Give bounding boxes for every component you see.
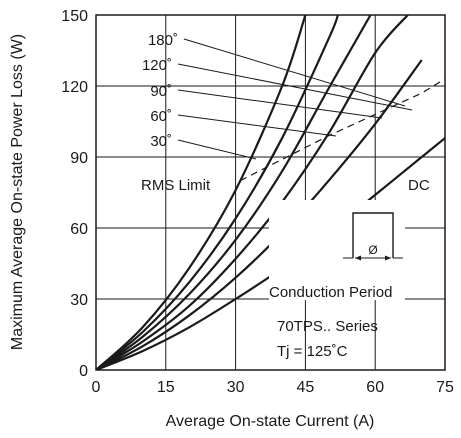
- angle-label-30deg: 30˚: [150, 133, 172, 150]
- dc-label: DC: [408, 177, 430, 194]
- series-60deg: [96, 15, 409, 370]
- x-axis-title: Average On-state Current (A): [166, 413, 375, 430]
- y-tick-label: 120: [61, 79, 88, 96]
- series-180deg: [96, 15, 307, 370]
- series-rms-limit: [239, 78, 445, 182]
- x-tick-label: 15: [157, 379, 175, 396]
- leader-line-120deg: [177, 63, 413, 111]
- angle-leader-lines: [177, 38, 413, 160]
- series-label: 70TPS.. Series: [277, 318, 378, 335]
- series-90deg: [96, 15, 372, 370]
- rms-limit-label: RMS Limit: [141, 177, 211, 194]
- y-tick-label: 30: [70, 292, 88, 309]
- leader-line-90deg: [177, 89, 383, 119]
- y-tick-label: 150: [61, 8, 88, 25]
- angle-labels: 180˚ 120˚ 90˚ 60˚ 30˚: [142, 32, 178, 150]
- angle-label-90deg: 90˚: [150, 83, 172, 100]
- angle-label-180deg: 180˚: [148, 32, 178, 49]
- leader-line-60deg: [177, 114, 337, 137]
- leader-line-30deg: [177, 139, 257, 160]
- conduction-period-label: Conduction Period: [269, 284, 392, 301]
- series-120deg: [96, 15, 340, 370]
- tick-labels: 0 15 30 45 60 75 0 30 60 90 120 150: [61, 8, 454, 396]
- x-tick-label: 0: [92, 379, 101, 396]
- y-axis-title: Maximum Average On-state Power Loss (W): [9, 34, 26, 350]
- tj-label: Tj = 125˚C: [277, 343, 348, 360]
- plot-frame: [95, 14, 446, 371]
- x-tick-label: 60: [366, 379, 384, 396]
- x-tick-label: 30: [227, 379, 245, 396]
- x-tick-label: 45: [297, 379, 315, 396]
- angle-label-60deg: 60˚: [150, 108, 172, 125]
- series-30deg: [96, 59, 423, 370]
- conduction-period-diagram: Ø: [269, 200, 405, 300]
- y-tick-label: 90: [70, 150, 88, 167]
- angle-label-120deg: 120˚: [142, 57, 172, 74]
- leader-line-180deg: [183, 38, 406, 107]
- y-tick-label: 0: [79, 363, 88, 380]
- phi-label: Ø: [368, 243, 377, 257]
- x-tick-label: 75: [436, 379, 454, 396]
- y-tick-label: 60: [70, 221, 88, 238]
